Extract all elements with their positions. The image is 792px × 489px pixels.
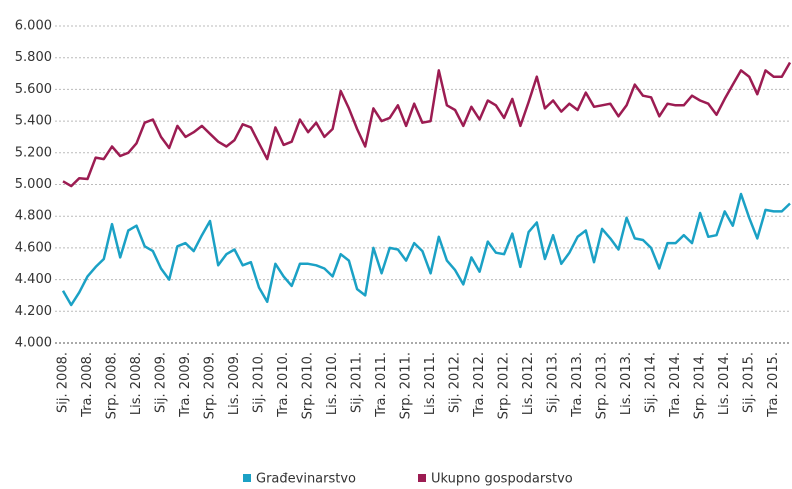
x-tick-label: Tra. 2013. xyxy=(570,352,585,418)
x-tick-label: Sij. 2011. xyxy=(350,352,365,413)
y-tick-label: 4.200 xyxy=(15,304,52,319)
y-tick-label: 4.400 xyxy=(15,272,52,287)
x-tick-label: Sij. 2015. xyxy=(742,352,757,413)
x-tick-label: Tra. 2008. xyxy=(80,352,95,418)
x-tick-label: Sij. 2013. xyxy=(546,352,561,413)
y-tick-label: 6.000 xyxy=(15,19,52,34)
y-tick-label: 4.000 xyxy=(15,336,52,351)
x-tick-label: Lis. 2012. xyxy=(521,352,536,415)
y-tick-label: 5.800 xyxy=(15,50,52,65)
y-tick-label: 5.200 xyxy=(15,145,52,160)
x-tick-label: Srp. 2011. xyxy=(399,352,414,419)
x-tick-label: Sij. 2012. xyxy=(448,352,463,413)
x-tick-label: Srp. 2013. xyxy=(595,352,610,419)
x-tick-label: Srp. 2012. xyxy=(497,352,512,419)
line-series xyxy=(62,61,792,188)
legend-swatch xyxy=(243,474,251,482)
x-tick-label: Tra. 2010. xyxy=(276,352,291,418)
x-tick-label: Sij. 2014. xyxy=(644,352,659,413)
legend-label: Ukupno gospodarstvo xyxy=(431,472,573,487)
x-tick-label: Lis. 2010. xyxy=(325,352,340,415)
x-tick-label: Sij. 2008. xyxy=(56,352,71,413)
x-tick-label: Lis. 2014. xyxy=(717,352,732,415)
x-tick-label: Tra. 2015. xyxy=(766,352,781,418)
x-tick-label: Tra. 2009. xyxy=(178,352,193,418)
x-tick-label: Srp. 2010. xyxy=(301,352,316,419)
y-tick-label: 5.400 xyxy=(15,114,52,129)
y-tick-label: 4.600 xyxy=(15,240,52,255)
x-tick-label: Sij. 2009. xyxy=(154,352,169,413)
x-tick-label: Sij. 2010. xyxy=(252,352,267,413)
x-tick-label: Lis. 2009. xyxy=(227,352,242,415)
x-tick-label: Lis. 2011. xyxy=(423,352,438,415)
y-tick-label: 5.600 xyxy=(15,82,52,97)
x-tick-label: Srp. 2008. xyxy=(105,352,120,419)
x-tick-label: Tra. 2011. xyxy=(374,352,389,418)
x-tick-label: Lis. 2013. xyxy=(619,352,634,415)
x-tick-label: Srp. 2009. xyxy=(203,352,218,419)
y-tick-label: 4.800 xyxy=(15,209,52,224)
x-tick-label: Tra. 2014. xyxy=(668,352,683,418)
x-tick-label: Lis. 2008. xyxy=(129,352,144,415)
y-tick-label: 5.000 xyxy=(15,177,52,192)
x-tick-label: Tra. 2012. xyxy=(472,352,487,418)
line-series xyxy=(61,192,791,307)
legend-label: Građevinarstvo xyxy=(256,472,356,487)
x-tick-label: Srp. 2014. xyxy=(693,352,708,419)
legend-swatch xyxy=(418,474,426,482)
